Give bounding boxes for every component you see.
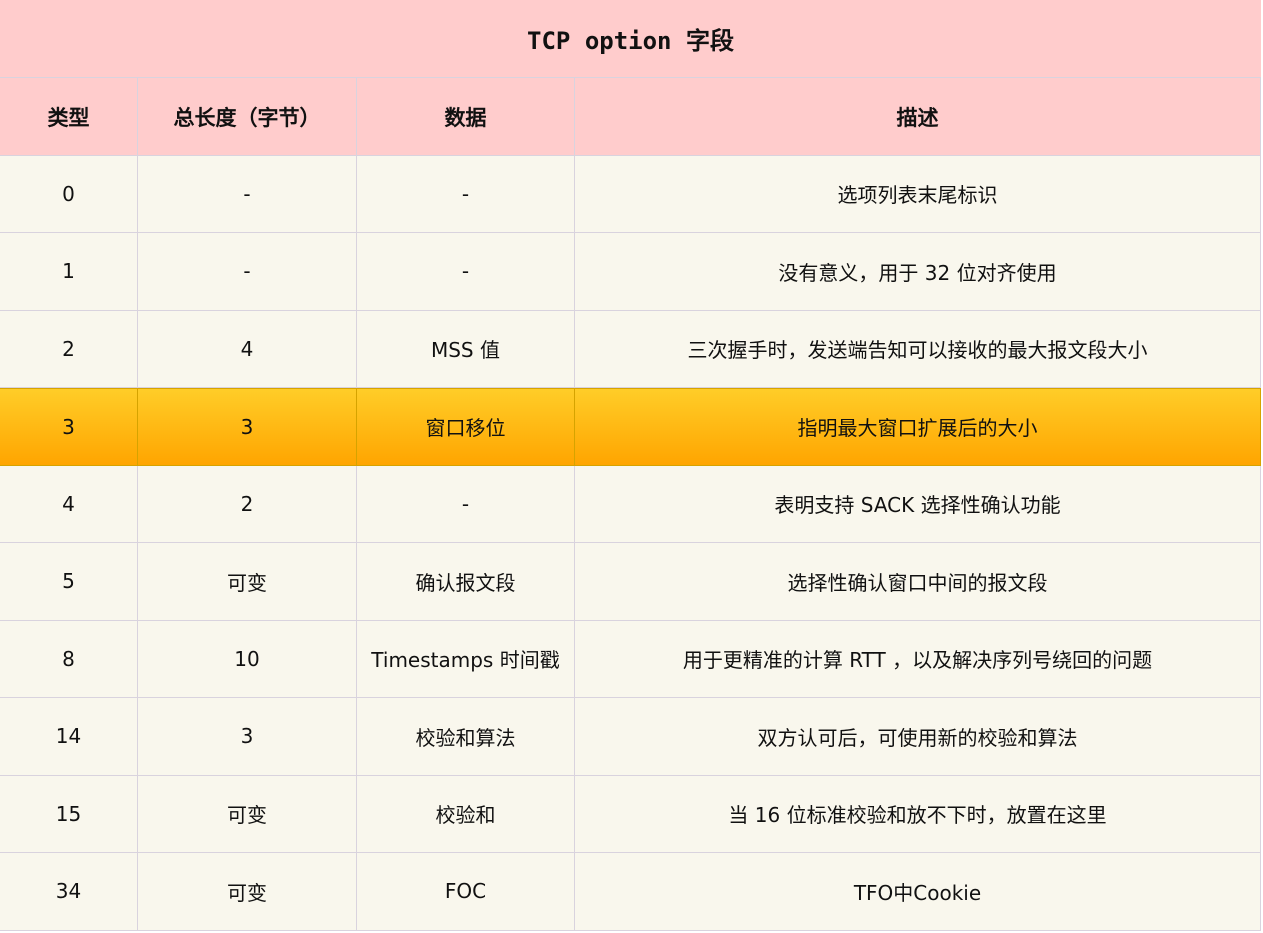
- header-data: 数据: [357, 78, 575, 156]
- cell-length: 4: [138, 310, 357, 388]
- cell-type: 1: [0, 233, 138, 311]
- cell-length: 3: [138, 698, 357, 776]
- cell-data: 确认报文段: [357, 543, 575, 621]
- table-row: 4 2- 表明支持 SACK 选择性确认功能: [0, 465, 1261, 543]
- cell-description: 没有意义，用于 32 位对齐使用: [575, 233, 1261, 311]
- cell-data: FOC: [357, 853, 575, 931]
- cell-length: -: [138, 233, 357, 311]
- cell-type: 4: [0, 465, 138, 543]
- cell-type: 15: [0, 775, 138, 853]
- table-row: 0- - 选项列表末尾标识: [0, 155, 1261, 233]
- cell-length: -: [138, 155, 357, 233]
- cell-length: 2: [138, 465, 357, 543]
- cell-description: 双方认可后，可使用新的校验和算法: [575, 698, 1261, 776]
- cell-length: 可变: [138, 543, 357, 621]
- cell-data: -: [357, 465, 575, 543]
- cell-length: 3: [138, 388, 357, 466]
- header-length: 总长度（字节）: [138, 78, 357, 156]
- cell-type: 0: [0, 155, 138, 233]
- cell-type: 5: [0, 543, 138, 621]
- cell-description: TFO中Cookie: [575, 853, 1261, 931]
- cell-description: 选择性确认窗口中间的报文段: [575, 543, 1261, 621]
- cell-data: 窗口移位: [357, 388, 575, 466]
- cell-data: 校验和算法: [357, 698, 575, 776]
- cell-type: 14: [0, 698, 138, 776]
- cell-data: 校验和: [357, 775, 575, 853]
- table-row: 14 3 校验和算法 双方认可后，可使用新的校验和算法: [0, 698, 1261, 776]
- cell-data: -: [357, 155, 575, 233]
- cell-type: 34: [0, 853, 138, 931]
- cell-description: 表明支持 SACK 选择性确认功能: [575, 465, 1261, 543]
- cell-data: MSS 值: [357, 310, 575, 388]
- header-description: 描述: [575, 78, 1261, 156]
- cell-length: 可变: [138, 775, 357, 853]
- table-row: 34 可变 FOC TFO中Cookie: [0, 853, 1261, 931]
- header-row: 类型 总长度（字节） 数据 描述: [0, 78, 1261, 156]
- cell-description: 指明最大窗口扩展后的大小: [575, 388, 1261, 466]
- table-row: 2 4 MSS 值三次握手时，发送端告知可以接收的最大报文段大小: [0, 310, 1261, 388]
- cell-data: Timestamps 时间戳: [357, 620, 575, 698]
- table-row: 1- - 没有意义，用于 32 位对齐使用: [0, 233, 1261, 311]
- header-type: 类型: [0, 78, 138, 156]
- table-row: 5 可变 确认报文段 选择性确认窗口中间的报文段: [0, 543, 1261, 621]
- table-row: 3 3 窗口移位 指明最大窗口扩展后的大小: [0, 388, 1261, 466]
- cell-type: 2: [0, 310, 138, 388]
- cell-description: 选项列表末尾标识: [575, 155, 1261, 233]
- cell-data: -: [357, 233, 575, 311]
- cell-description: 当 16 位标准校验和放不下时，放置在这里: [575, 775, 1261, 853]
- cell-length: 10: [138, 620, 357, 698]
- table-row: 8 10 Timestamps 时间戳 用于更精准的计算 RTT ，以及解决序列号绕回…: [0, 620, 1261, 698]
- cell-description: 用于更精准的计算 RTT ，以及解决序列号绕回的问题: [575, 620, 1261, 698]
- table-row: 15 可变 校验和当 16 位标准校验和放不下时，放置在这里: [0, 775, 1261, 853]
- cell-length: 可变: [138, 853, 357, 931]
- table-title: TCP option 字段: [0, 0, 1261, 78]
- cell-type: 8: [0, 620, 138, 698]
- cell-type: 3: [0, 388, 138, 466]
- cell-description: 三次握手时，发送端告知可以接收的最大报文段大小: [575, 310, 1261, 388]
